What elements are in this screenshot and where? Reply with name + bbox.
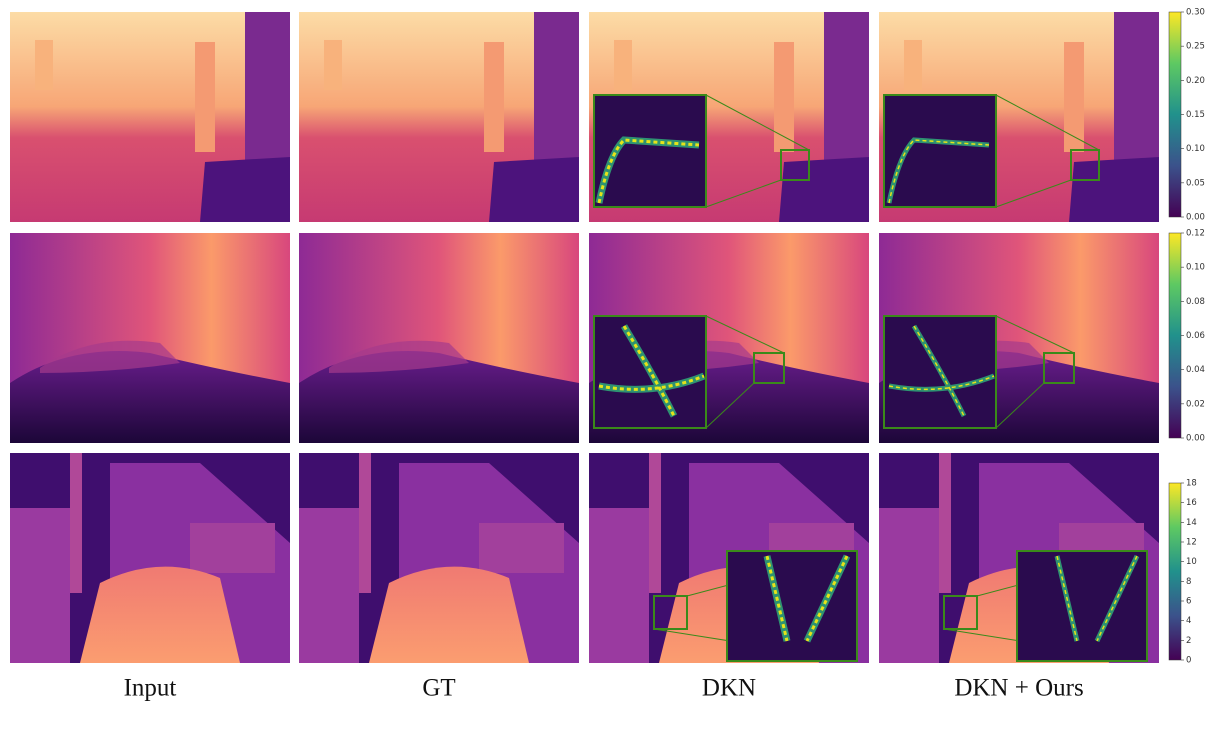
shelf — [299, 508, 359, 663]
colorbar-tick-label: 12 — [1186, 538, 1197, 548]
depth-panel — [589, 453, 869, 663]
depth-panel — [589, 12, 869, 222]
colorbar-tick-label: 2 — [1186, 636, 1191, 646]
depth-panel — [299, 12, 579, 222]
wall — [534, 12, 579, 172]
error-inset — [884, 95, 996, 207]
depth-panel — [10, 233, 290, 443]
colorbar-tick-label: 0.12 — [1186, 229, 1205, 239]
wall — [824, 12, 869, 172]
colorbar-tick-label: 16 — [1186, 498, 1197, 508]
chair — [489, 157, 579, 222]
object — [614, 40, 632, 90]
colorbar-tick-label: 0.00 — [1186, 434, 1205, 444]
colorbar-tick-label: 10 — [1186, 557, 1197, 567]
page: Input GT DKN DKN + Ours 0.00 0.05 0.10 0.15… — [0, 0, 1217, 731]
object — [774, 42, 794, 152]
colorbar-tick-label: 0.06 — [1186, 331, 1205, 341]
pole — [70, 453, 82, 593]
colorbar-tick-label: 18 — [1186, 479, 1197, 489]
pole — [939, 453, 951, 593]
chair — [779, 157, 869, 222]
object — [904, 40, 922, 90]
chair — [200, 157, 290, 222]
wall — [1114, 12, 1159, 172]
column-label: DKN — [702, 675, 756, 702]
box — [479, 523, 564, 573]
colorbar-tick-label: 0 — [1186, 656, 1191, 666]
chair — [1069, 157, 1159, 222]
depth-panel — [10, 12, 290, 222]
colorbar-tick-label: 0.20 — [1186, 76, 1205, 86]
object — [324, 40, 342, 90]
object — [195, 42, 215, 152]
column-label: Input — [124, 675, 177, 702]
error-inset — [1017, 551, 1147, 661]
colorbar-tick-label: 0.00 — [1186, 213, 1205, 223]
colorbar — [1169, 233, 1181, 438]
depth-panel — [879, 453, 1159, 663]
object — [35, 40, 53, 90]
colorbar-tick-label: 0.30 — [1186, 8, 1205, 18]
shelf — [879, 508, 939, 663]
colorbar-tick-label: 14 — [1186, 518, 1197, 528]
blob — [369, 567, 529, 663]
colorbar-tick-label: 0.08 — [1186, 297, 1205, 307]
wall — [245, 12, 290, 172]
pole — [649, 453, 661, 593]
box — [190, 523, 275, 573]
colorbar-tick-label: 4 — [1186, 616, 1191, 626]
object — [484, 42, 504, 152]
colorbar-tick-label: 6 — [1186, 597, 1191, 607]
shelf — [10, 508, 70, 663]
object — [1064, 42, 1084, 152]
depth-panel — [879, 233, 1159, 443]
colorbar-tick-label: 8 — [1186, 577, 1191, 587]
colorbar — [1169, 483, 1181, 660]
colorbar-tick-label: 0.02 — [1186, 399, 1205, 409]
blob — [80, 567, 240, 663]
error-inset — [594, 95, 706, 207]
depth-panel — [879, 12, 1159, 222]
depth-panel — [299, 233, 579, 443]
colorbar-tick-label: 0.05 — [1186, 178, 1205, 188]
depth-panel — [10, 453, 290, 663]
colorbar-tick-label: 0.04 — [1186, 365, 1205, 375]
figure: Input GT DKN DKN + Ours 0.00 0.05 0.10 0.15… — [0, 0, 1217, 731]
colorbar-tick-label: 0.10 — [1186, 144, 1205, 154]
depth-panel — [589, 233, 869, 443]
column-label: DKN + Ours — [954, 675, 1083, 702]
column-label: GT — [422, 675, 455, 702]
colorbar-tick-label: 0.15 — [1186, 110, 1205, 120]
pole — [359, 453, 371, 593]
colorbar — [1169, 12, 1181, 217]
error-inset — [727, 551, 857, 661]
colorbar-tick-label: 0.25 — [1186, 42, 1205, 52]
depth-panel — [299, 453, 579, 663]
shelf — [589, 508, 649, 663]
colorbar-tick-label: 0.10 — [1186, 263, 1205, 273]
